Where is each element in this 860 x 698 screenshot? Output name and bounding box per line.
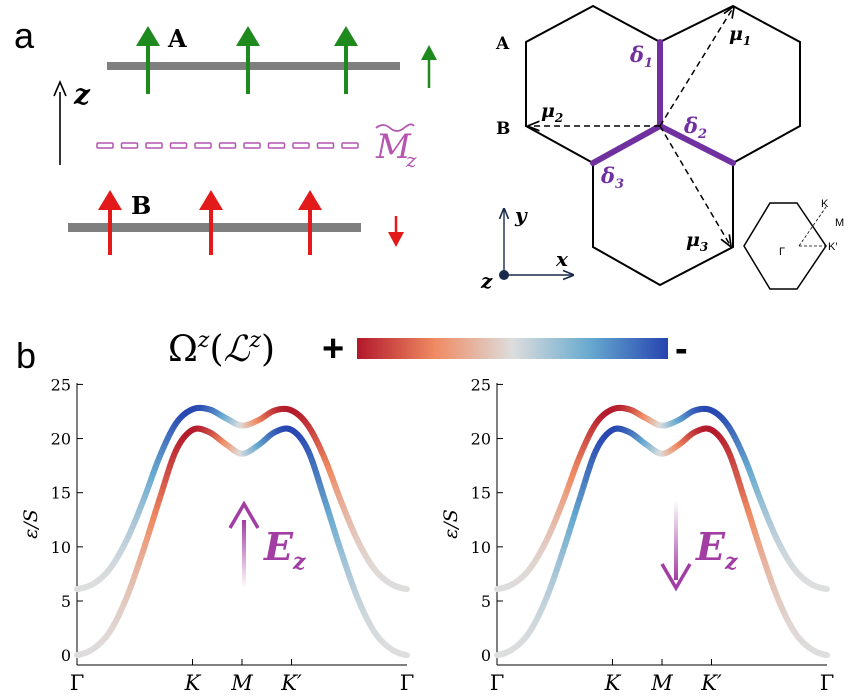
field-arrow-down — [662, 500, 690, 588]
layer-a-label: A — [167, 24, 187, 53]
mirror-dash — [293, 143, 309, 148]
spin-up-red-arrow — [298, 190, 322, 255]
bz-m-label: M — [835, 217, 844, 229]
mu-2-label: μ2 — [541, 100, 563, 125]
y-tick-label: 10 — [51, 538, 71, 557]
spin-up-arrow — [236, 26, 260, 94]
y-tick-label: 5 — [61, 592, 71, 611]
y-tick-label: 20 — [471, 430, 491, 449]
delta-3-label: δ3 — [600, 163, 624, 192]
x-tick-label: Γ — [70, 671, 85, 694]
axis-z-label: z — [480, 269, 493, 293]
y-tick-label: 20 — [51, 430, 71, 449]
field-symbol: E — [695, 524, 726, 569]
mirror-dash — [244, 143, 260, 148]
mirror-dash — [220, 143, 236, 148]
mirror-dash — [318, 143, 334, 148]
y-tick-label: 15 — [471, 484, 491, 503]
x-tick-label: M — [230, 671, 253, 694]
x-tick-label: Γ — [490, 671, 505, 694]
bond-labels: δ1 δ2 δ3 — [600, 42, 707, 192]
mirror-label: M z — [375, 124, 417, 172]
spin-up-red-arrow — [199, 190, 223, 255]
mirror-dash — [171, 143, 187, 148]
x-tick-label: K — [604, 671, 622, 694]
omega-sup: z — [197, 328, 210, 353]
mu-3-label: μ3 — [686, 229, 708, 254]
spin-up-arrow — [334, 26, 358, 94]
x-tick-label: M — [650, 671, 673, 694]
field-label: Ez — [695, 524, 738, 575]
y-tick-label: 10 — [471, 538, 491, 557]
omega-symbol: Ω — [168, 329, 198, 370]
field-symbol: E — [263, 524, 294, 569]
bz-k-label: K — [821, 198, 829, 210]
brillouin-zone: Γ K M K′ — [744, 198, 844, 289]
y-axis-label: ε/S — [20, 509, 42, 539]
y-tick-label: 0 — [481, 646, 491, 665]
mu-1-label: μ1 — [729, 23, 751, 48]
field-sub: z — [292, 549, 306, 575]
mirror-dash — [146, 143, 162, 148]
field-label: Ez — [263, 524, 306, 575]
spin-down-indicator — [388, 216, 404, 247]
z-axis-label: z — [73, 78, 91, 111]
y-tick-label: 25 — [471, 375, 491, 394]
panel-b-label: b — [16, 335, 36, 376]
band-charts: 0 5 10 15 20 25 Γ K M K′ Γε/S Ez 0 5 10 15 20 25 Γ K M K′ Γε/S… — [20, 375, 834, 694]
spin-up-arrow — [136, 26, 160, 94]
x-tick-label: K′ — [280, 671, 302, 694]
bz-gamma-label: Γ — [779, 246, 785, 258]
y-axis-label: ε/S — [440, 509, 462, 539]
vector-mu-1 — [660, 8, 733, 126]
x-tick-label: K — [184, 671, 202, 694]
field-arrow-up — [230, 504, 258, 588]
colorbar — [357, 338, 668, 359]
z-out-dot — [499, 270, 509, 280]
delta-2-label: δ2 — [683, 113, 707, 142]
bz-kprime-label: K′ — [828, 241, 837, 253]
band-chart-1: 0 5 10 15 20 25 Γ K M K′ Γε/S Ez — [20, 375, 414, 694]
layer-a-bar — [107, 62, 400, 70]
l-symbol: ℒ — [224, 329, 251, 369]
mirror-dash — [342, 143, 358, 148]
xyz-axes: y x z — [480, 203, 572, 293]
site-b-label: B — [496, 119, 510, 139]
x-tick-label: K′ — [700, 671, 722, 694]
band-series-1 — [497, 408, 827, 589]
panel-a-label: a — [14, 15, 35, 56]
spin-up-indicator — [421, 45, 437, 88]
site-a-label: A — [495, 34, 510, 54]
axis-y-label: y — [514, 203, 528, 227]
colorbar-plus: + — [322, 328, 344, 370]
colorbar-minus: - — [675, 328, 688, 370]
y-tick-label: 0 — [61, 646, 71, 665]
l-sup: z — [248, 328, 261, 353]
y-tick-label: 25 — [51, 375, 71, 394]
z-axis-arrow — [54, 82, 66, 165]
field-sub: z — [724, 549, 738, 575]
x-tick-label: Γ — [400, 671, 415, 694]
x-tick-label: Γ — [820, 671, 835, 694]
bond-delta-3 — [593, 126, 660, 163]
nn-bonds — [593, 42, 733, 163]
y-tick-label: 5 — [481, 592, 491, 611]
spin-up-red-arrow — [98, 190, 122, 255]
mirror-dash — [195, 143, 211, 148]
mirror-dash — [97, 143, 113, 148]
mirror-dash — [269, 143, 285, 148]
y-tick-label: 15 — [51, 484, 71, 503]
band-chart-2: 0 5 10 15 20 25 Γ K M K′ Γε/S Ez — [440, 375, 834, 694]
svg-text:Ωz(ℒz): Ωz(ℒz) — [168, 328, 275, 370]
mirror-plane — [97, 143, 358, 148]
mirror-dash — [122, 143, 138, 148]
mirror-label-sub: z — [405, 148, 417, 172]
axis-x-label: x — [555, 247, 569, 271]
delta-1-label: δ1 — [629, 42, 653, 71]
layer-b-label: B — [131, 191, 151, 220]
